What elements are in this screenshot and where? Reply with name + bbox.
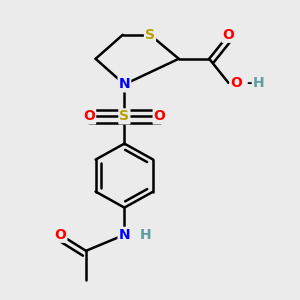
Text: O: O bbox=[223, 28, 234, 42]
Text: N: N bbox=[118, 77, 130, 92]
Text: O: O bbox=[54, 228, 66, 242]
Text: S: S bbox=[119, 110, 129, 123]
Text: O: O bbox=[230, 76, 242, 90]
Text: H: H bbox=[252, 76, 264, 90]
Text: S: S bbox=[145, 28, 155, 42]
Text: H: H bbox=[140, 228, 151, 242]
Text: -: - bbox=[246, 76, 252, 90]
Text: O: O bbox=[154, 110, 166, 123]
Text: N: N bbox=[118, 228, 130, 242]
Text: O: O bbox=[83, 110, 95, 123]
